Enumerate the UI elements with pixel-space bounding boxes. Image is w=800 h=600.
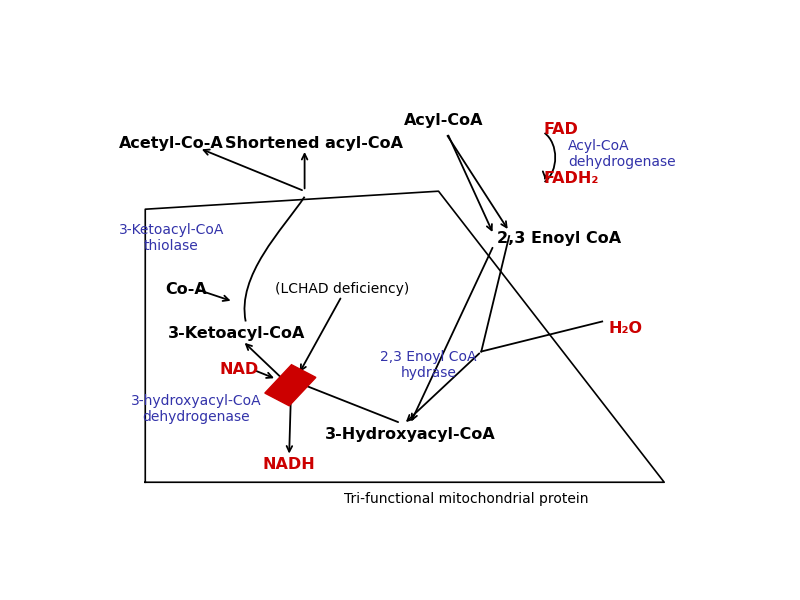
Text: 3-Ketoacyl-CoA
thiolase: 3-Ketoacyl-CoA thiolase [118, 223, 224, 253]
Text: 3-hydroxyacyl-CoA
dehydrogenase: 3-hydroxyacyl-CoA dehydrogenase [130, 394, 262, 424]
Text: NAD: NAD [220, 362, 259, 377]
Text: (LCHAD deficiency): (LCHAD deficiency) [274, 282, 409, 296]
Text: Tri-functional mitochondrial protein: Tri-functional mitochondrial protein [343, 493, 588, 506]
Text: Shortened acyl-CoA: Shortened acyl-CoA [225, 136, 403, 151]
Text: NADH: NADH [262, 457, 315, 472]
Text: 3-Ketoacyl-CoA: 3-Ketoacyl-CoA [168, 326, 305, 341]
Polygon shape [265, 365, 316, 406]
Text: Acyl-CoA: Acyl-CoA [568, 139, 630, 153]
Text: dehydrogenase: dehydrogenase [568, 155, 676, 169]
Text: 3-Hydroxyacyl-CoA: 3-Hydroxyacyl-CoA [325, 427, 495, 442]
Text: 2,3 Enoyl CoA
hydrase: 2,3 Enoyl CoA hydrase [380, 350, 477, 380]
Text: 2,3 Enoyl CoA: 2,3 Enoyl CoA [497, 231, 621, 246]
Text: FAD: FAD [543, 122, 578, 137]
Text: FADH₂: FADH₂ [543, 171, 598, 186]
Text: Co-A: Co-A [165, 281, 207, 296]
Text: Acyl-CoA: Acyl-CoA [404, 113, 484, 128]
Text: Acetyl-Co-A: Acetyl-Co-A [119, 136, 224, 151]
Text: H₂O: H₂O [608, 321, 642, 336]
